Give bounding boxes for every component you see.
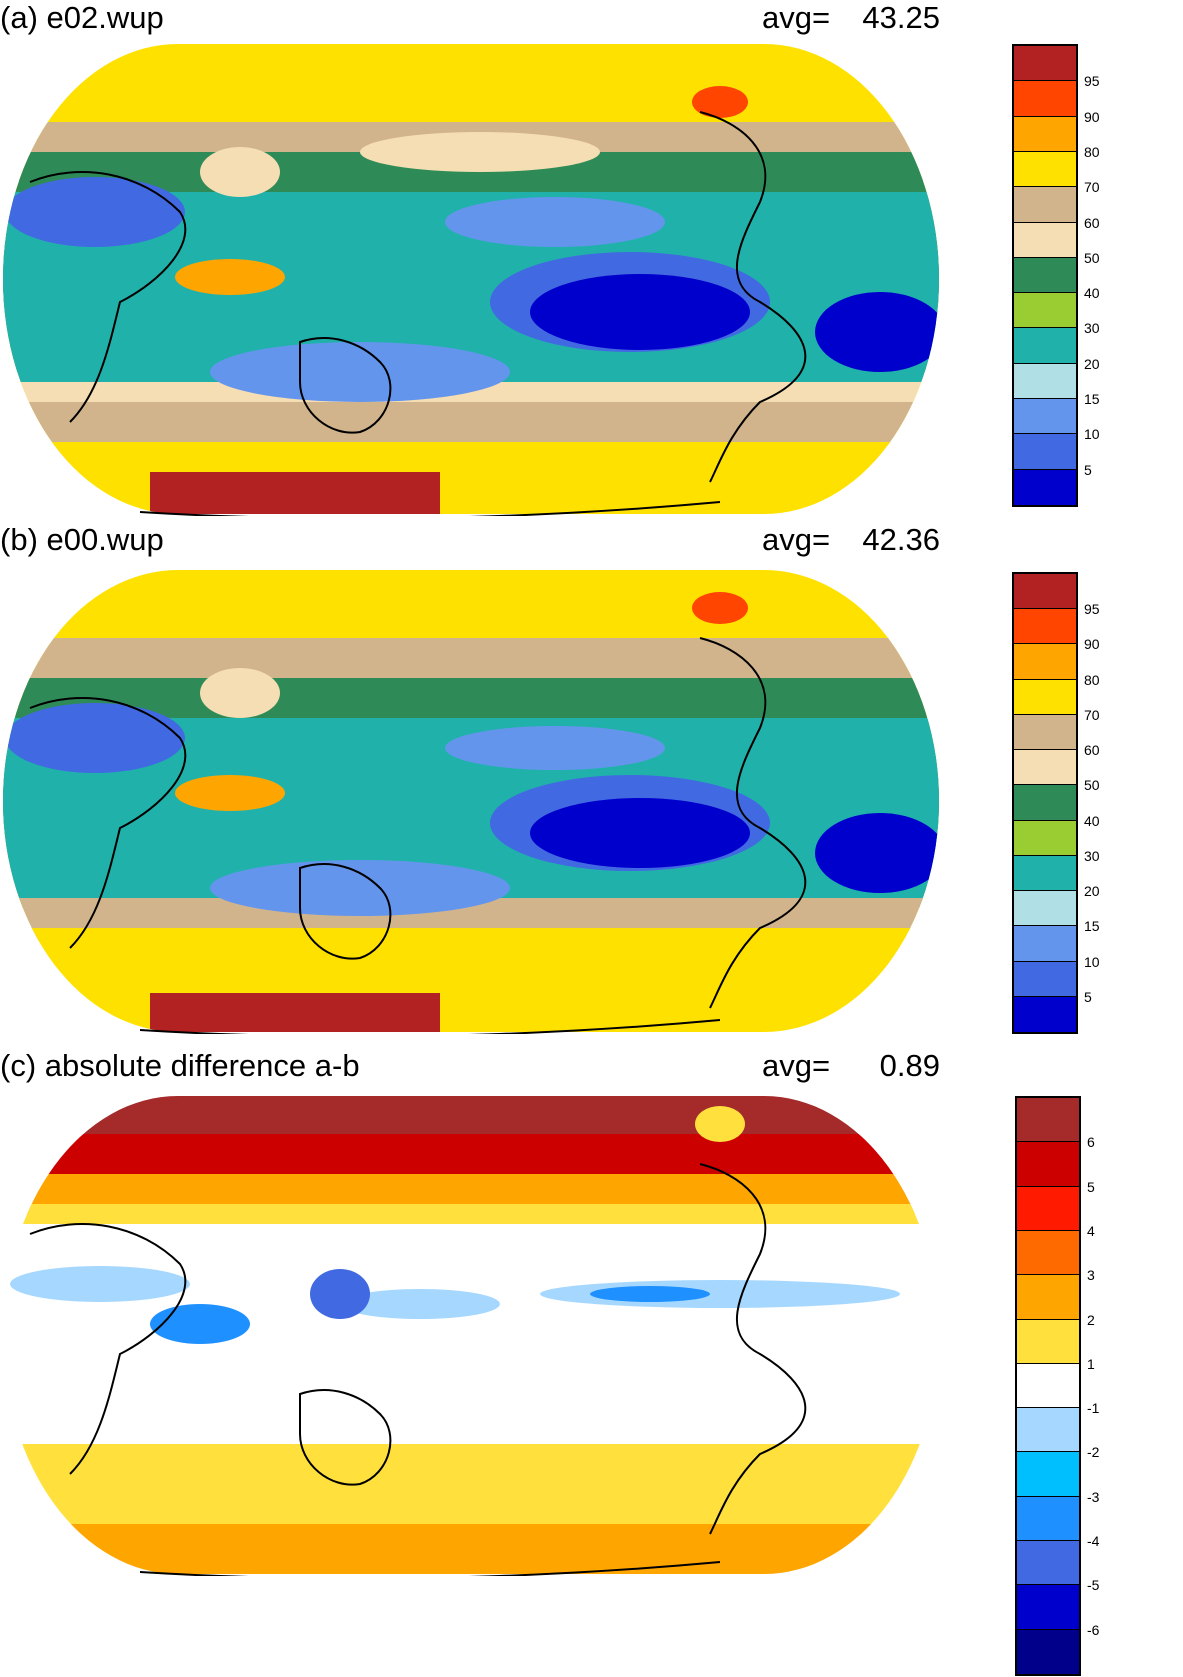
colorbar-label: 95	[1084, 601, 1100, 618]
avg-label: avg=	[762, 522, 831, 557]
colorbar-label: 20	[1084, 355, 1100, 372]
avg-label: avg=	[762, 0, 831, 35]
colorbar-label: 15	[1084, 391, 1100, 408]
colorbar-swatch	[1014, 469, 1076, 505]
panel-title: (a) e02.wup	[0, 0, 164, 35]
colorbar-label: -6	[1087, 1621, 1100, 1638]
colorbar-label: 5	[1087, 1178, 1095, 1195]
colorbar-swatch	[1014, 81, 1076, 117]
colorbar-swatch	[1017, 1275, 1079, 1320]
colorbar-swatch	[1014, 785, 1076, 821]
colorbar-label: 40	[1084, 285, 1100, 302]
colorbar-label: 90	[1084, 108, 1100, 125]
colorbar-label: 70	[1084, 179, 1100, 196]
colorbar-label: 80	[1084, 143, 1100, 160]
colorbar-swatch	[1017, 1142, 1079, 1187]
colorbar-label: 60	[1084, 742, 1100, 759]
colorbar-label: 95	[1084, 73, 1100, 90]
colorbar: 95 90 80 70 60 50 40 30 20 15 10 5	[1012, 44, 1100, 507]
coastlines	[29, 111, 807, 516]
colorbar-label: 15	[1084, 918, 1100, 935]
panel-average: avg= 42.36	[762, 522, 940, 558]
colorbar-swatch	[1014, 46, 1076, 82]
colorbar-swatch	[1014, 434, 1076, 470]
colorbar-swatch	[1014, 855, 1076, 892]
colorbar-swatch	[1017, 1319, 1079, 1364]
coastlines	[29, 637, 807, 1034]
map-panel-c	[3, 1096, 939, 1576]
colorbar-swatch	[1014, 363, 1076, 400]
colorbar-label: 10	[1084, 426, 1100, 443]
colorbar-swatch	[1014, 399, 1076, 435]
colorbar-swatch	[1017, 1363, 1079, 1409]
coastlines	[29, 1163, 807, 1576]
colorbar: 6 5 4 3 2 1 -1 -2 -3 -4 -5 -6	[1015, 1096, 1099, 1676]
colorbar-swatch	[1014, 996, 1076, 1032]
avg-value: 42.36	[862, 522, 940, 557]
panel-title: (c) absolute difference a-b	[0, 1048, 360, 1083]
colorbar-swatch	[1014, 609, 1076, 645]
colorbar-label: -4	[1087, 1533, 1100, 1550]
colorbar-label: -1	[1087, 1400, 1100, 1417]
colorbar-swatch	[1017, 1585, 1079, 1630]
colorbar-swatch	[1017, 1541, 1079, 1586]
colorbar-swatch	[1017, 1230, 1079, 1276]
colorbar-swatch	[1017, 1629, 1079, 1674]
colorbar-label: -5	[1087, 1577, 1100, 1594]
colorbar-label: 80	[1084, 671, 1100, 688]
colorbar-swatch	[1014, 151, 1076, 188]
colorbar-label: 3	[1087, 1267, 1095, 1284]
panel-average: avg= 43.25	[762, 0, 940, 36]
colorbar-label: -3	[1087, 1488, 1100, 1505]
colorbar-swatch	[1017, 1408, 1079, 1453]
panel-a: (a) e02.wup avg= 43.25	[0, 0, 1183, 520]
colorbar-label: 40	[1084, 812, 1100, 829]
colorbar-swatch	[1014, 961, 1076, 997]
panel-average: avg= 0.89	[762, 1048, 940, 1084]
colorbar-swatch	[1014, 257, 1076, 294]
colorbar-label: 90	[1084, 636, 1100, 653]
colorbar-swatch	[1017, 1098, 1079, 1143]
colorbar-label: 1	[1087, 1355, 1095, 1372]
colorbar-swatch	[1014, 574, 1076, 610]
colorbar-label: 4	[1087, 1222, 1095, 1239]
colorbar-label: 30	[1084, 847, 1100, 864]
avg-value: 0.89	[879, 1048, 940, 1083]
colorbar-label: 20	[1084, 883, 1100, 900]
colorbar-swatch	[1014, 187, 1076, 223]
colorbar-swatch	[1014, 222, 1076, 258]
colorbar: 95 90 80 70 60 50 40 30 20 15 10 5	[1012, 572, 1100, 1034]
avg-value: 43.25	[862, 0, 940, 35]
colorbar-label: -2	[1087, 1444, 1100, 1461]
colorbar-label: 2	[1087, 1311, 1095, 1328]
map-panel-b	[3, 570, 939, 1034]
colorbar-swatch	[1014, 820, 1076, 856]
colorbar-label: 6	[1087, 1134, 1095, 1151]
colorbar-label: 5	[1084, 988, 1092, 1005]
colorbar-swatch	[1017, 1452, 1079, 1497]
colorbar-label: 5	[1084, 461, 1092, 478]
colorbar-label: 50	[1084, 777, 1100, 794]
colorbar-swatch	[1014, 714, 1076, 751]
colorbar-swatch	[1014, 926, 1076, 962]
colorbar-swatch	[1014, 293, 1076, 329]
colorbar-swatch	[1017, 1186, 1079, 1231]
map-panel-a	[3, 44, 939, 516]
colorbar-swatch	[1014, 644, 1076, 680]
colorbar-label: 70	[1084, 706, 1100, 723]
avg-label: avg=	[762, 1048, 831, 1083]
colorbar-label: 30	[1084, 320, 1100, 337]
colorbar-label: 10	[1084, 953, 1100, 970]
panel-c: (c) absolute difference a-b avg= 0.89	[0, 1048, 1183, 1677]
panel-title: (b) e00.wup	[0, 522, 164, 557]
colorbar-swatch	[1014, 679, 1076, 715]
colorbar-swatch	[1014, 891, 1076, 927]
colorbar-label: 60	[1084, 214, 1100, 231]
panel-b: (b) e00.wup avg= 42.36	[0, 522, 1183, 1034]
colorbar-label: 50	[1084, 249, 1100, 266]
colorbar-swatch	[1017, 1496, 1079, 1542]
colorbar-swatch	[1014, 116, 1076, 152]
colorbar-swatch	[1014, 328, 1076, 364]
colorbar-swatch	[1014, 750, 1076, 786]
